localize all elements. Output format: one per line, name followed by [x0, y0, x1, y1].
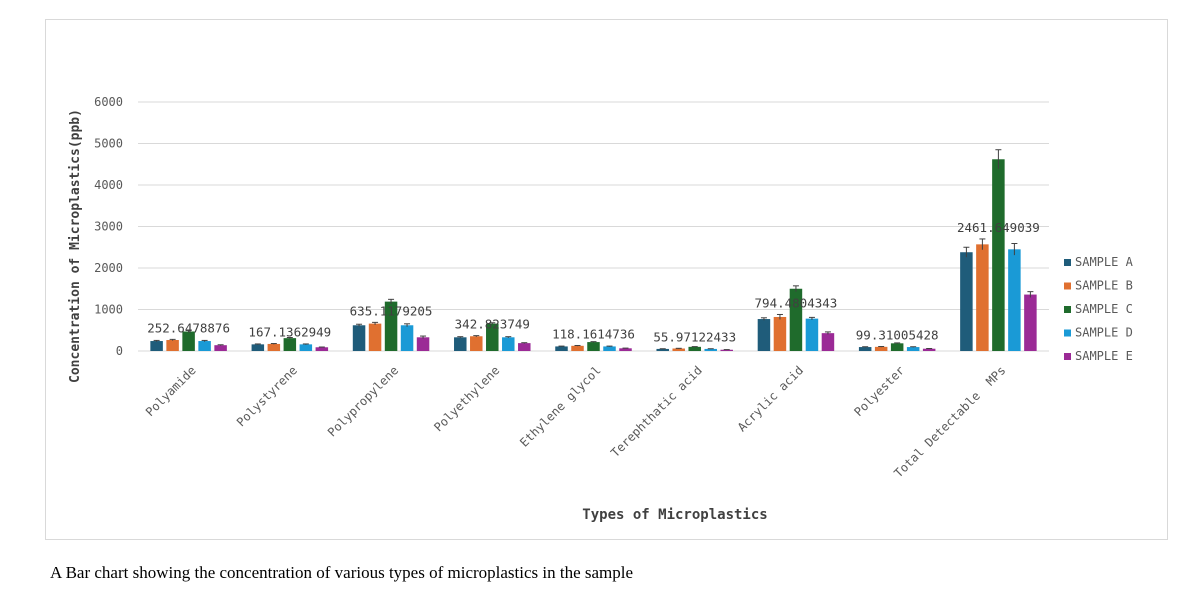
data-label: 2461.649039	[957, 220, 1040, 235]
bar	[214, 345, 227, 351]
data-label: 794.4804343	[755, 295, 838, 310]
bar	[773, 316, 787, 351]
bar-chart: 0 1000 2000 3000 4000 5000 6000 252.6478876 167…	[68, 95, 1134, 523]
bar	[858, 347, 872, 351]
bar	[299, 344, 313, 351]
legend-swatch	[1064, 306, 1071, 313]
legend: SAMPLE A SAMPLE B SAMPLE C SAMPLE D SAMPLE E	[1064, 255, 1134, 363]
bar	[198, 341, 211, 351]
y-tick-label: 2000	[94, 261, 123, 275]
bar	[805, 318, 819, 351]
bar	[182, 331, 195, 351]
legend-label: SAMPLE A	[1075, 255, 1134, 269]
bar	[1024, 294, 1037, 351]
y-tick-label: 3000	[94, 220, 123, 234]
bar	[352, 325, 366, 351]
bar	[789, 288, 803, 351]
data-label: 342.823749	[455, 317, 530, 332]
bar	[672, 348, 685, 351]
bar	[890, 343, 904, 351]
x-tick-label: Acrylic acid	[735, 363, 806, 434]
bar	[470, 336, 483, 351]
bar	[400, 325, 414, 351]
legend-label: SAMPLE C	[1075, 302, 1133, 316]
bar	[874, 346, 888, 351]
bar	[821, 333, 835, 351]
bar	[976, 244, 989, 351]
bar	[619, 348, 632, 351]
bars	[150, 149, 1037, 351]
bar	[283, 338, 297, 351]
bar	[267, 343, 281, 351]
legend-label: SAMPLE E	[1075, 349, 1133, 363]
bar	[368, 323, 382, 351]
chart-area: 0 1000 2000 3000 4000 5000 6000 252.6478876 167…	[45, 19, 1168, 540]
bar	[656, 348, 669, 351]
data-annotations: 252.6478876 167.1362949 635.1179205 342.823…	[147, 220, 1040, 344]
legend-swatch	[1064, 329, 1071, 337]
bar	[704, 348, 717, 351]
bar	[166, 340, 179, 351]
bar	[150, 341, 163, 351]
bar	[571, 345, 584, 351]
y-tick-label: 4000	[94, 178, 123, 192]
bar	[757, 319, 771, 351]
x-tick-label: Polystyrene	[234, 363, 300, 429]
bar	[992, 159, 1005, 351]
bar	[251, 344, 265, 351]
legend-label: SAMPLE B	[1075, 279, 1133, 293]
x-axis-ticks: Polyamide Polystyrene Polypropylene Polyeth…	[143, 363, 1009, 480]
data-label: 118.1614736	[552, 326, 635, 341]
x-tick-label: Polyethylene	[431, 363, 502, 434]
legend-swatch	[1064, 282, 1071, 290]
y-tick-label: 0	[116, 344, 123, 358]
x-tick-label: Polypropylene	[325, 363, 401, 439]
bar	[1008, 249, 1021, 351]
y-axis-ticks: 0 1000 2000 3000 4000 5000 6000	[94, 95, 123, 358]
data-label: 99.31005428	[856, 328, 939, 343]
bar	[960, 252, 973, 351]
x-tick-label: Ethylene glycol	[517, 363, 604, 450]
gridlines	[138, 101, 1049, 352]
bar	[688, 346, 701, 351]
bar	[587, 342, 600, 351]
y-tick-label: 1000	[94, 303, 123, 317]
y-tick-label: 5000	[94, 137, 123, 151]
bar	[603, 346, 616, 351]
bar	[454, 337, 467, 351]
x-axis-label: Types of Microplastics	[582, 507, 767, 523]
bar	[384, 301, 398, 351]
legend-swatch	[1064, 353, 1071, 360]
bar	[502, 337, 515, 351]
figure-caption: A Bar chart showing the concentration of…	[50, 563, 634, 582]
x-tick-label: Terephthatic acid	[608, 363, 705, 460]
bar	[486, 323, 499, 351]
bar	[416, 337, 430, 351]
bar	[720, 349, 733, 351]
x-tick-label: Polyamide	[143, 363, 199, 419]
bar	[922, 348, 936, 351]
bar	[518, 343, 531, 351]
x-tick-label: Total Detectable MPs	[891, 363, 1008, 480]
data-label: 167.1362949	[248, 325, 331, 340]
y-axis-label: Concentration of Microplastics(ppb)	[68, 109, 83, 383]
bar	[555, 346, 568, 351]
data-label: 55.97122433	[653, 329, 736, 344]
y-tick-label: 6000	[94, 95, 123, 109]
data-label: 252.6478876	[147, 320, 230, 335]
data-label: 635.1179205	[350, 303, 433, 318]
legend-swatch	[1064, 259, 1071, 266]
bar	[315, 347, 329, 351]
legend-label: SAMPLE D	[1075, 326, 1133, 340]
bar	[906, 347, 920, 351]
x-tick-label: Polyester	[851, 363, 907, 419]
